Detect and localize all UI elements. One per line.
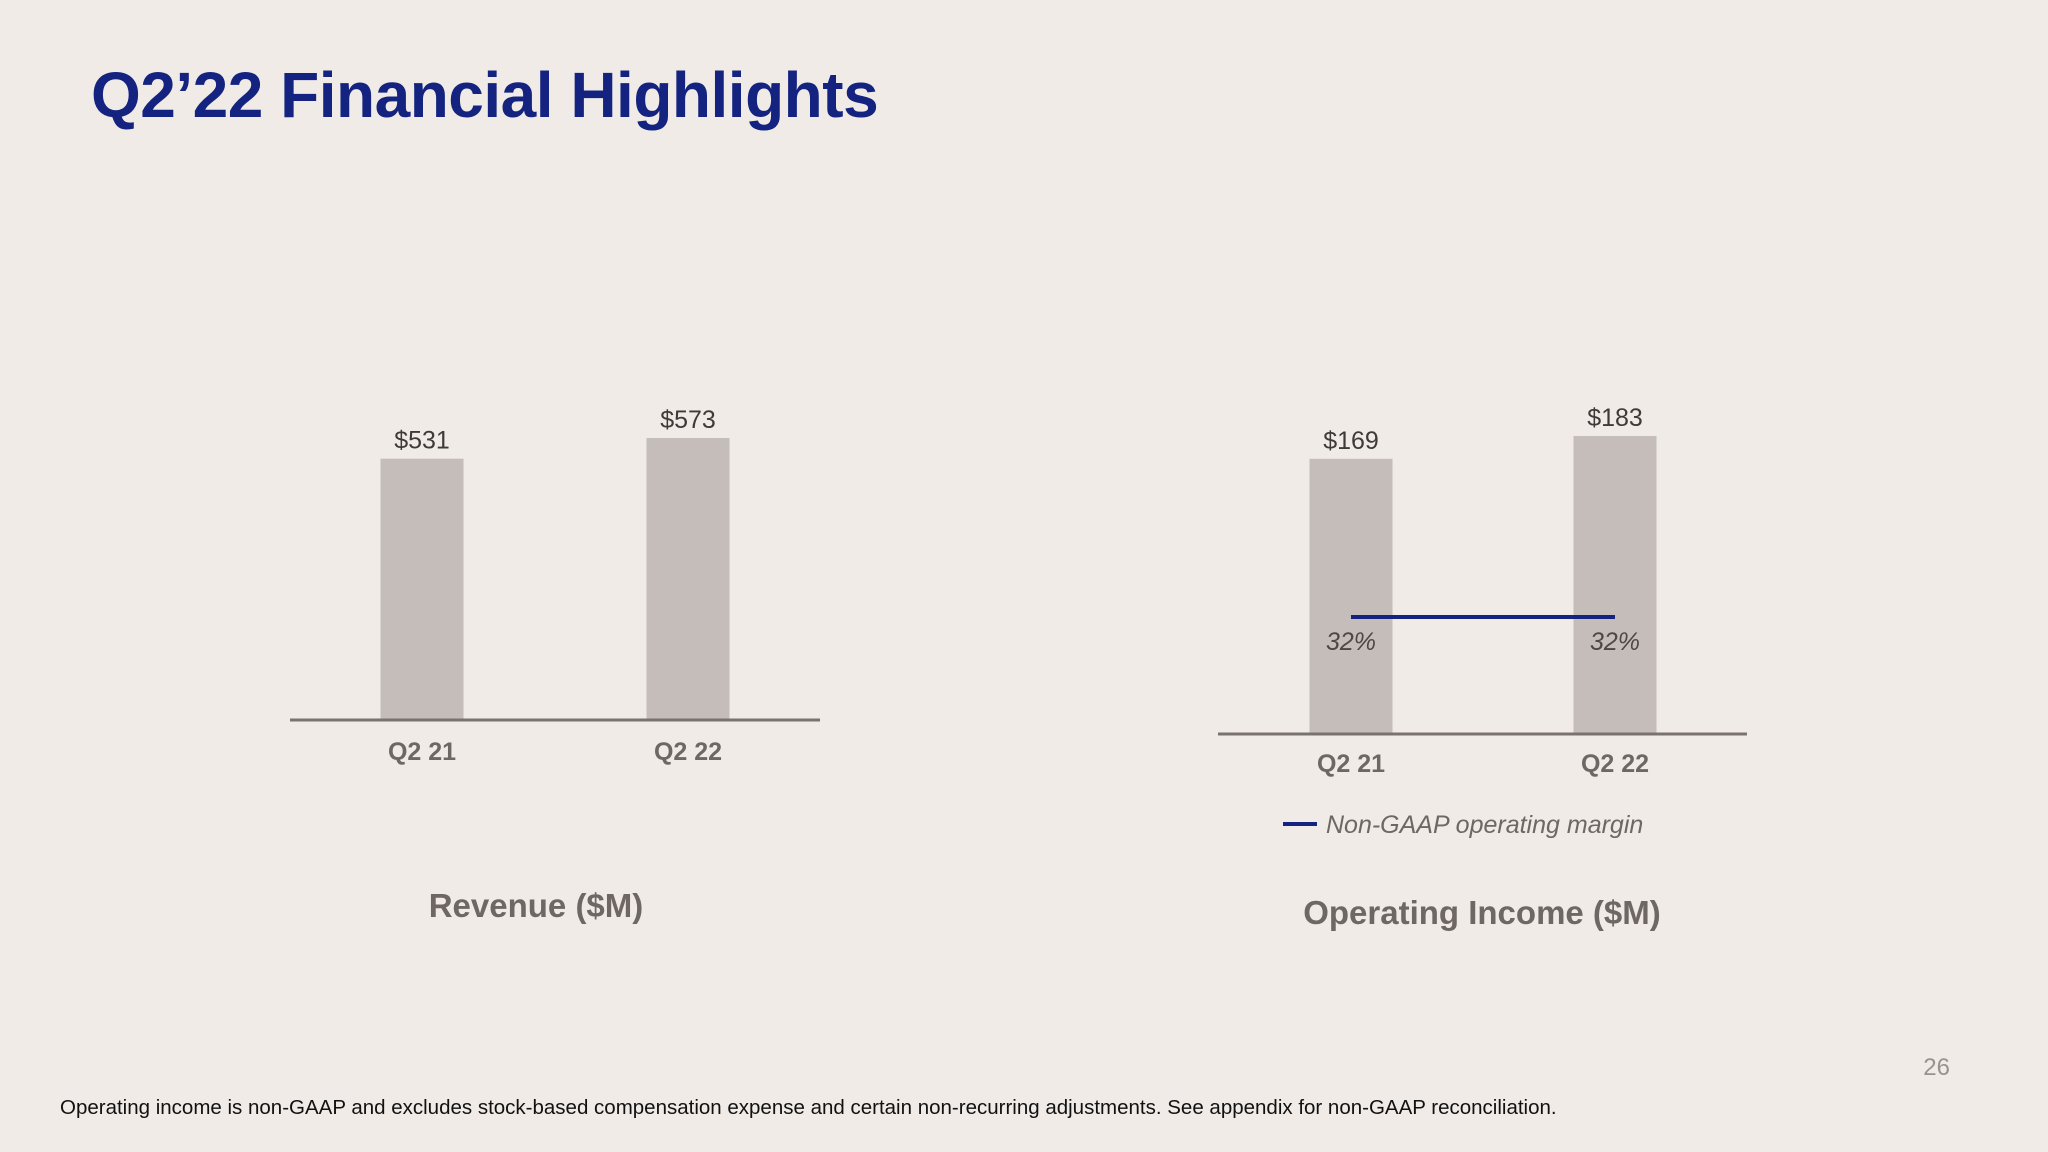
operating-income-value-label-2: $183 <box>1587 404 1643 432</box>
operating-income-chart-title: Operating Income ($M) <box>1303 894 1661 931</box>
page-title: Q2’22 Financial Highlights <box>91 59 879 131</box>
revenue-category-label-2: Q2 22 <box>654 738 722 766</box>
operating-income-category-label-2: Q2 22 <box>1581 750 1649 778</box>
operating-income-chart: $169 Q2 21 $183 Q2 22 Operating Income ($M) 3… <box>1218 404 1747 931</box>
revenue-category-label-1: Q2 21 <box>388 738 456 766</box>
revenue-chart-title: Revenue ($M) <box>429 887 644 924</box>
operating-income-category-label-1: Q2 21 <box>1317 750 1385 778</box>
operating-income-bar-1 <box>1309 458 1393 734</box>
revenue-value-label-1: $531 <box>394 427 450 455</box>
operating-income-value-label-1: $169 <box>1323 427 1379 455</box>
operating-income-margin-label-2: 32% <box>1590 628 1640 656</box>
revenue-bar-2 <box>646 438 730 720</box>
page-number: 26 <box>1923 1054 1950 1081</box>
operating-income-margin-label-1: 32% <box>1326 628 1376 656</box>
revenue-chart: $531 Q2 21 $573 Q2 22 Revenue ($M) <box>290 406 820 924</box>
operating-income-bar-2 <box>1573 436 1657 734</box>
revenue-value-label-2: $573 <box>660 406 716 434</box>
operating-income-legend-label: Non-GAAP operating margin <box>1326 811 1643 839</box>
footnote: Operating income is non-GAAP and exclude… <box>60 1096 1557 1119</box>
revenue-bar-1 <box>380 458 464 720</box>
